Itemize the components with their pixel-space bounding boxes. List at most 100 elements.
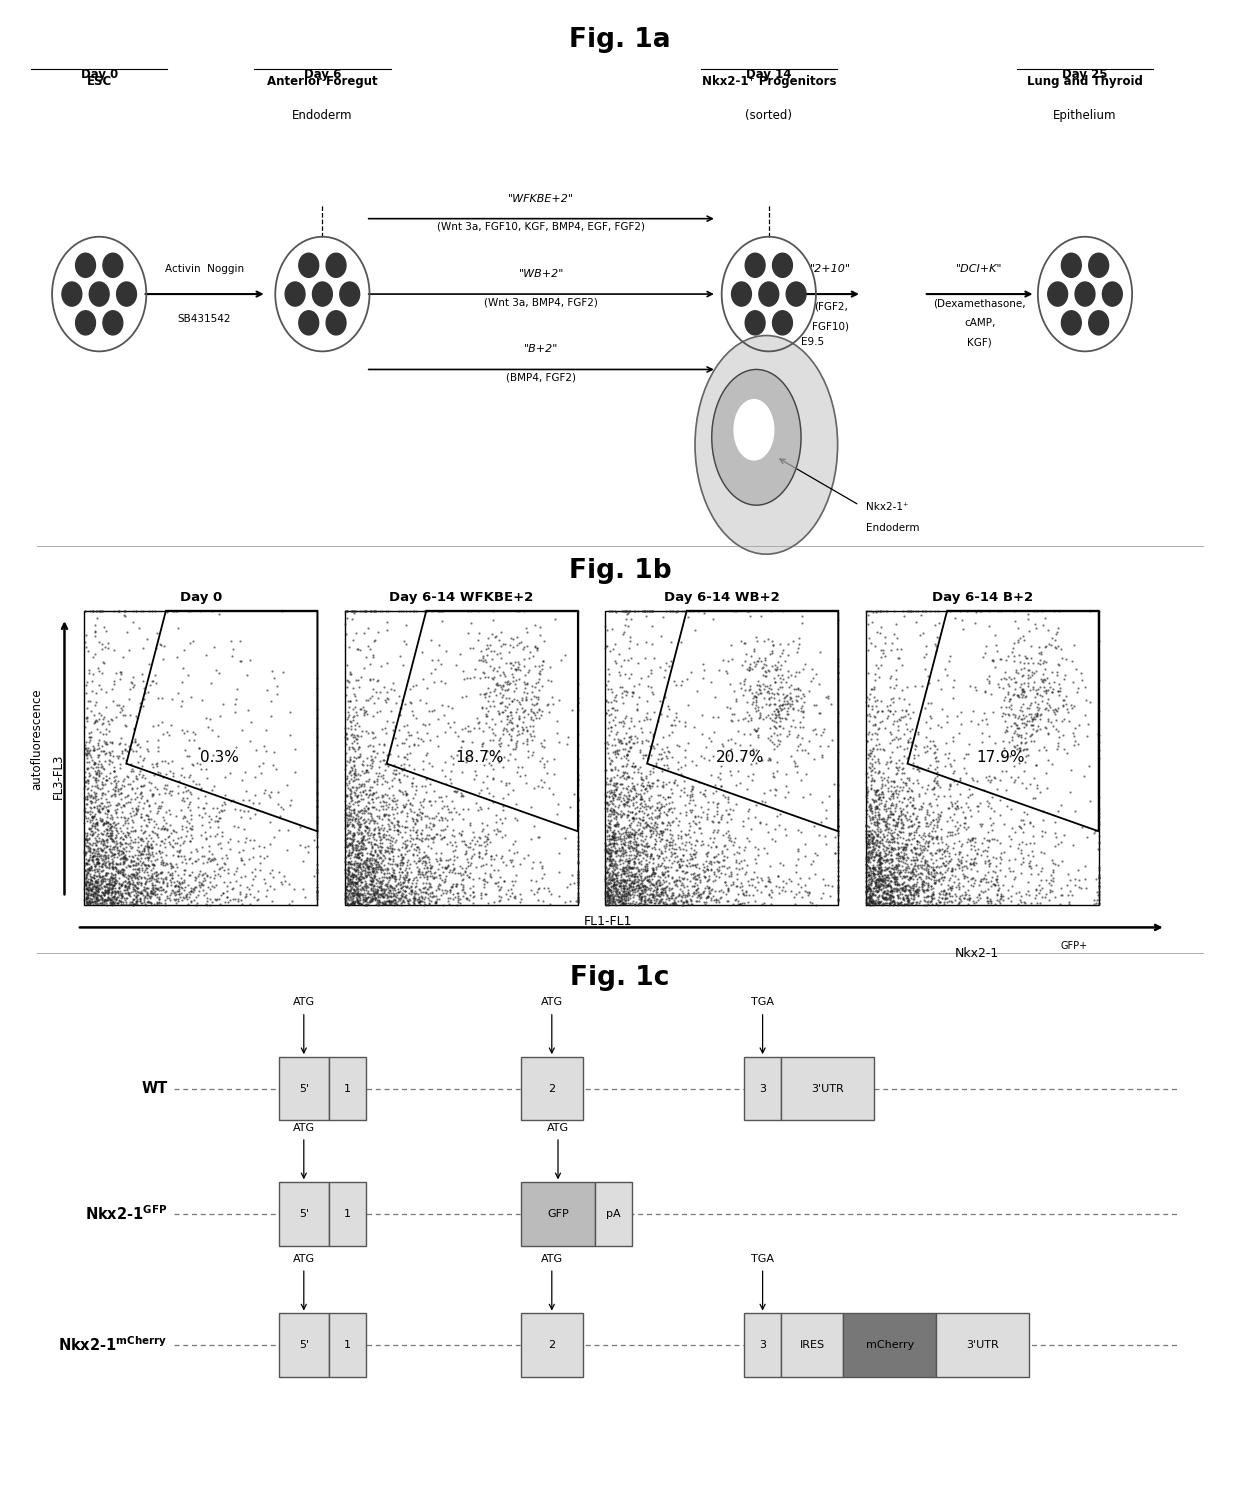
Point bbox=[682, 748, 702, 772]
Point bbox=[634, 838, 653, 863]
Point bbox=[217, 879, 237, 903]
Point bbox=[1027, 704, 1047, 728]
Point bbox=[529, 623, 549, 647]
Point bbox=[464, 635, 484, 659]
Point bbox=[472, 852, 492, 876]
Point bbox=[98, 888, 118, 912]
Point bbox=[489, 884, 508, 908]
Point bbox=[641, 863, 661, 887]
Point bbox=[342, 826, 362, 851]
Point bbox=[884, 863, 904, 887]
Point bbox=[110, 700, 130, 724]
Point bbox=[120, 677, 140, 701]
Point bbox=[709, 849, 729, 873]
Point bbox=[730, 733, 750, 757]
Point bbox=[128, 825, 148, 849]
Text: 1: 1 bbox=[343, 1341, 351, 1350]
Point bbox=[1011, 852, 1030, 876]
Point bbox=[1012, 829, 1032, 854]
Point bbox=[102, 731, 122, 756]
Point bbox=[1089, 863, 1109, 887]
Point bbox=[918, 878, 937, 902]
Point bbox=[153, 870, 172, 894]
Point bbox=[92, 837, 112, 861]
Point bbox=[487, 671, 507, 695]
Point bbox=[856, 805, 875, 829]
Point bbox=[93, 774, 113, 798]
Point bbox=[998, 644, 1018, 668]
Point bbox=[81, 796, 100, 820]
Point bbox=[626, 832, 646, 857]
Point bbox=[506, 734, 526, 759]
Point bbox=[605, 805, 625, 829]
Point bbox=[87, 774, 107, 798]
Point bbox=[605, 840, 625, 864]
Point bbox=[774, 638, 794, 662]
Point bbox=[290, 814, 310, 838]
Point bbox=[870, 807, 890, 831]
Point bbox=[930, 890, 950, 914]
Point bbox=[748, 843, 768, 867]
Point bbox=[926, 760, 946, 784]
Point bbox=[619, 835, 639, 860]
Point bbox=[693, 881, 713, 905]
Point bbox=[115, 603, 135, 627]
Point bbox=[123, 875, 143, 899]
Point bbox=[345, 599, 365, 623]
Point bbox=[680, 884, 699, 908]
Point bbox=[541, 882, 560, 906]
Point bbox=[1014, 650, 1034, 674]
Point bbox=[568, 834, 588, 858]
Point bbox=[440, 878, 460, 902]
Point bbox=[79, 870, 99, 894]
Point bbox=[861, 884, 880, 908]
Point bbox=[689, 867, 709, 891]
Point bbox=[944, 686, 963, 710]
Point bbox=[489, 700, 508, 724]
Point bbox=[622, 878, 642, 902]
Point bbox=[666, 832, 686, 857]
Point bbox=[642, 599, 662, 623]
Point bbox=[134, 866, 154, 890]
Point bbox=[601, 823, 621, 847]
Point bbox=[615, 890, 635, 914]
Point bbox=[205, 846, 224, 870]
Point bbox=[345, 781, 365, 805]
Point bbox=[140, 885, 160, 909]
Point bbox=[940, 644, 960, 668]
Point bbox=[234, 852, 254, 876]
Point bbox=[862, 777, 882, 801]
Point bbox=[216, 783, 236, 807]
Point bbox=[960, 783, 980, 807]
Point bbox=[99, 887, 119, 911]
Point bbox=[603, 861, 622, 885]
Point bbox=[658, 855, 678, 879]
Point bbox=[76, 851, 95, 875]
Point bbox=[93, 781, 113, 805]
Point bbox=[370, 869, 389, 893]
Point bbox=[957, 893, 977, 917]
Point bbox=[105, 781, 125, 805]
Point bbox=[858, 694, 878, 718]
Point bbox=[91, 777, 110, 801]
Point bbox=[634, 873, 653, 897]
Point bbox=[622, 822, 642, 846]
Point bbox=[962, 826, 982, 851]
Point bbox=[435, 878, 455, 902]
Point bbox=[112, 885, 131, 909]
Point bbox=[652, 774, 672, 798]
Point bbox=[1045, 810, 1065, 834]
Point bbox=[857, 852, 877, 876]
Point bbox=[968, 837, 988, 861]
Point bbox=[916, 878, 936, 902]
Point bbox=[107, 838, 126, 863]
Point bbox=[918, 854, 937, 878]
Point bbox=[791, 686, 811, 710]
Point bbox=[523, 882, 543, 906]
Point bbox=[455, 832, 475, 857]
Point bbox=[626, 805, 646, 829]
Point bbox=[197, 890, 217, 914]
Point bbox=[518, 843, 538, 867]
Point bbox=[624, 849, 644, 873]
Point bbox=[99, 872, 119, 896]
